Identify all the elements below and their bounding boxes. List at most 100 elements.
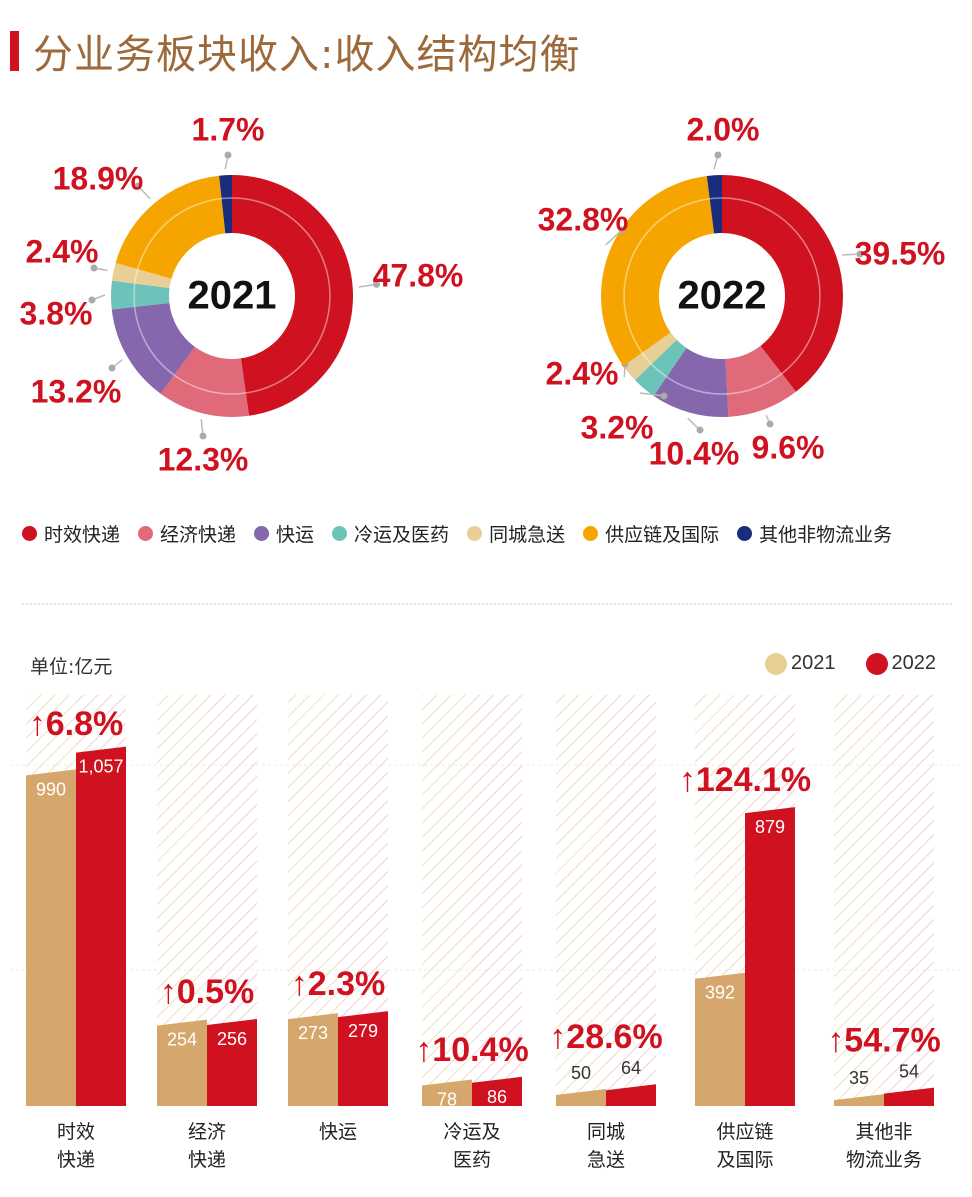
- growth-label: ↑0.5%: [160, 973, 255, 1011]
- category-label: 同城: [587, 1121, 625, 1143]
- bar-value-label-2022: 879: [755, 817, 785, 837]
- legend-item-qita: 其他非物流业务: [737, 520, 892, 547]
- slice-value-label: 18.9%: [53, 160, 144, 196]
- growth-label: ↑54.7%: [827, 1022, 940, 1060]
- slice-value-label: 2.0%: [687, 111, 760, 147]
- category-label: 及国际: [716, 1149, 773, 1171]
- bar-group: 50 64↑28.6% 同城急送: [549, 695, 663, 1171]
- leader-dot: [660, 392, 668, 400]
- bar-value-label-2022: 256: [217, 1029, 247, 1049]
- legend-label: 同城急送: [489, 524, 566, 546]
- donut-slice: [623, 332, 677, 381]
- page-title: 分业务板块收入:收入结构均衡: [33, 32, 581, 78]
- bar-group: 990 1,057 ↑6.8% 时效快递: [26, 695, 126, 1171]
- legend-label: 冷运及医药: [354, 524, 450, 546]
- leader-dot: [199, 432, 207, 440]
- donut-center-year: 2022: [678, 274, 767, 318]
- leader-dot: [766, 420, 774, 428]
- category-label: 快递: [57, 1149, 95, 1171]
- legend-dot: [138, 526, 154, 541]
- bar-2021: [157, 1019, 207, 1106]
- bar-2021: [834, 1094, 884, 1106]
- donut-inner-ring: [623, 197, 821, 395]
- bar-background-2022: [606, 695, 656, 1106]
- leader-dot: [856, 250, 864, 258]
- category-label: 冷运及: [443, 1121, 500, 1143]
- page-title-block: 分业务板块收入:收入结构均衡: [10, 26, 580, 78]
- category-label: 物流业务: [846, 1149, 922, 1171]
- bar-2021: [26, 769, 76, 1106]
- bar-2022: [745, 807, 795, 1106]
- leader-dot: [224, 151, 232, 159]
- legend-item-tongcheng: 同城急送: [467, 520, 565, 547]
- leader-dot: [108, 364, 116, 372]
- legend-dot: [583, 526, 599, 541]
- growth-label: ↑10.4%: [415, 1031, 528, 1069]
- category-label: 急送: [587, 1149, 625, 1171]
- legend-item-lengyun: 冷运及医药: [332, 520, 449, 547]
- bar-value-label-2022: 54: [899, 1062, 919, 1082]
- bar-2021: [695, 972, 745, 1106]
- slice-value-label: 2.4%: [26, 233, 99, 269]
- unit-label: 单位:亿元: [30, 656, 113, 678]
- slice-value-label: 2.4%: [546, 355, 619, 391]
- donut-chart-2022: 39.5% 9.6% 10.4%3.2% 2.4% 32.8% 2.0% 2022: [538, 111, 946, 471]
- title-accent-bar: [10, 31, 19, 71]
- legend-item-shixiao: 时效快递: [22, 520, 120, 547]
- bar-legend-item-2022: 2022: [865, 652, 936, 675]
- donut-slice: [160, 346, 250, 417]
- bar-value-label-2022: 279: [348, 1021, 378, 1041]
- donut-slice: [635, 339, 687, 396]
- legend-dot: [765, 652, 787, 675]
- bar-value-label-2022: 64: [621, 1058, 641, 1078]
- bar-2022: [76, 746, 126, 1106]
- leader-dot: [714, 151, 722, 159]
- bar-legend-item-2021: 2021: [765, 652, 836, 675]
- donut-legend: 时效快递 经济快递 快运 冷运及医药 同城急送 供应链及国际 其他非物流业务: [22, 520, 910, 547]
- category-label: 供应链: [716, 1121, 773, 1143]
- bar-legend: 2021 2022: [735, 652, 936, 675]
- slice-value-label: 13.2%: [31, 373, 122, 409]
- donut-slice: [219, 175, 232, 234]
- legend-dot: [865, 652, 888, 675]
- slice-value-label: 3.2%: [581, 409, 654, 445]
- donut-slice: [115, 175, 226, 279]
- legend-label: 其他非物流业务: [759, 524, 893, 546]
- category-label: 经济: [188, 1121, 226, 1143]
- bar-value-label-2021: 50: [571, 1063, 591, 1083]
- donut-slice: [232, 175, 353, 416]
- bar-background-2021: [834, 695, 884, 1106]
- donut-slice: [706, 175, 722, 234]
- slice-value-label: 39.5%: [855, 235, 946, 271]
- legend-label: 2021: [791, 652, 836, 674]
- bar-value-label-2021: 990: [36, 779, 66, 799]
- bar-value-label-2021: 35: [849, 1068, 869, 1088]
- bar-2021: [422, 1079, 472, 1106]
- leader-dot: [134, 182, 142, 190]
- donut-inner-ring: [133, 197, 331, 395]
- bar-2022: [338, 1011, 388, 1106]
- bar-value-label-2021: 254: [167, 1030, 197, 1050]
- category-label: 时效: [57, 1121, 95, 1143]
- bar-value-label-2022: 86: [487, 1087, 507, 1107]
- growth-label: ↑2.3%: [291, 965, 386, 1003]
- legend-label: 快运: [276, 524, 315, 546]
- legend-dot: [254, 526, 270, 541]
- slice-value-label: 3.8%: [20, 295, 93, 331]
- growth-label: ↑6.8%: [29, 705, 124, 743]
- donut-slice: [110, 280, 170, 310]
- leader-line: [605, 229, 623, 246]
- legend-item-jingji: 经济快递: [138, 520, 236, 547]
- donut-slice: [722, 175, 843, 392]
- legend-dot: [467, 526, 483, 541]
- legend-item-kuaiyun: 快运: [254, 520, 314, 547]
- bar-2022: [884, 1087, 934, 1106]
- leader-dot: [88, 296, 96, 304]
- bar-background-2022: [884, 695, 934, 1106]
- slice-value-label: 1.7%: [192, 111, 265, 147]
- growth-label: ↑124.1%: [679, 761, 811, 799]
- category-label: 快递: [188, 1149, 226, 1171]
- slice-value-label: 10.4%: [649, 435, 740, 471]
- category-label: 快运: [319, 1121, 357, 1143]
- bar-2022: [606, 1084, 656, 1106]
